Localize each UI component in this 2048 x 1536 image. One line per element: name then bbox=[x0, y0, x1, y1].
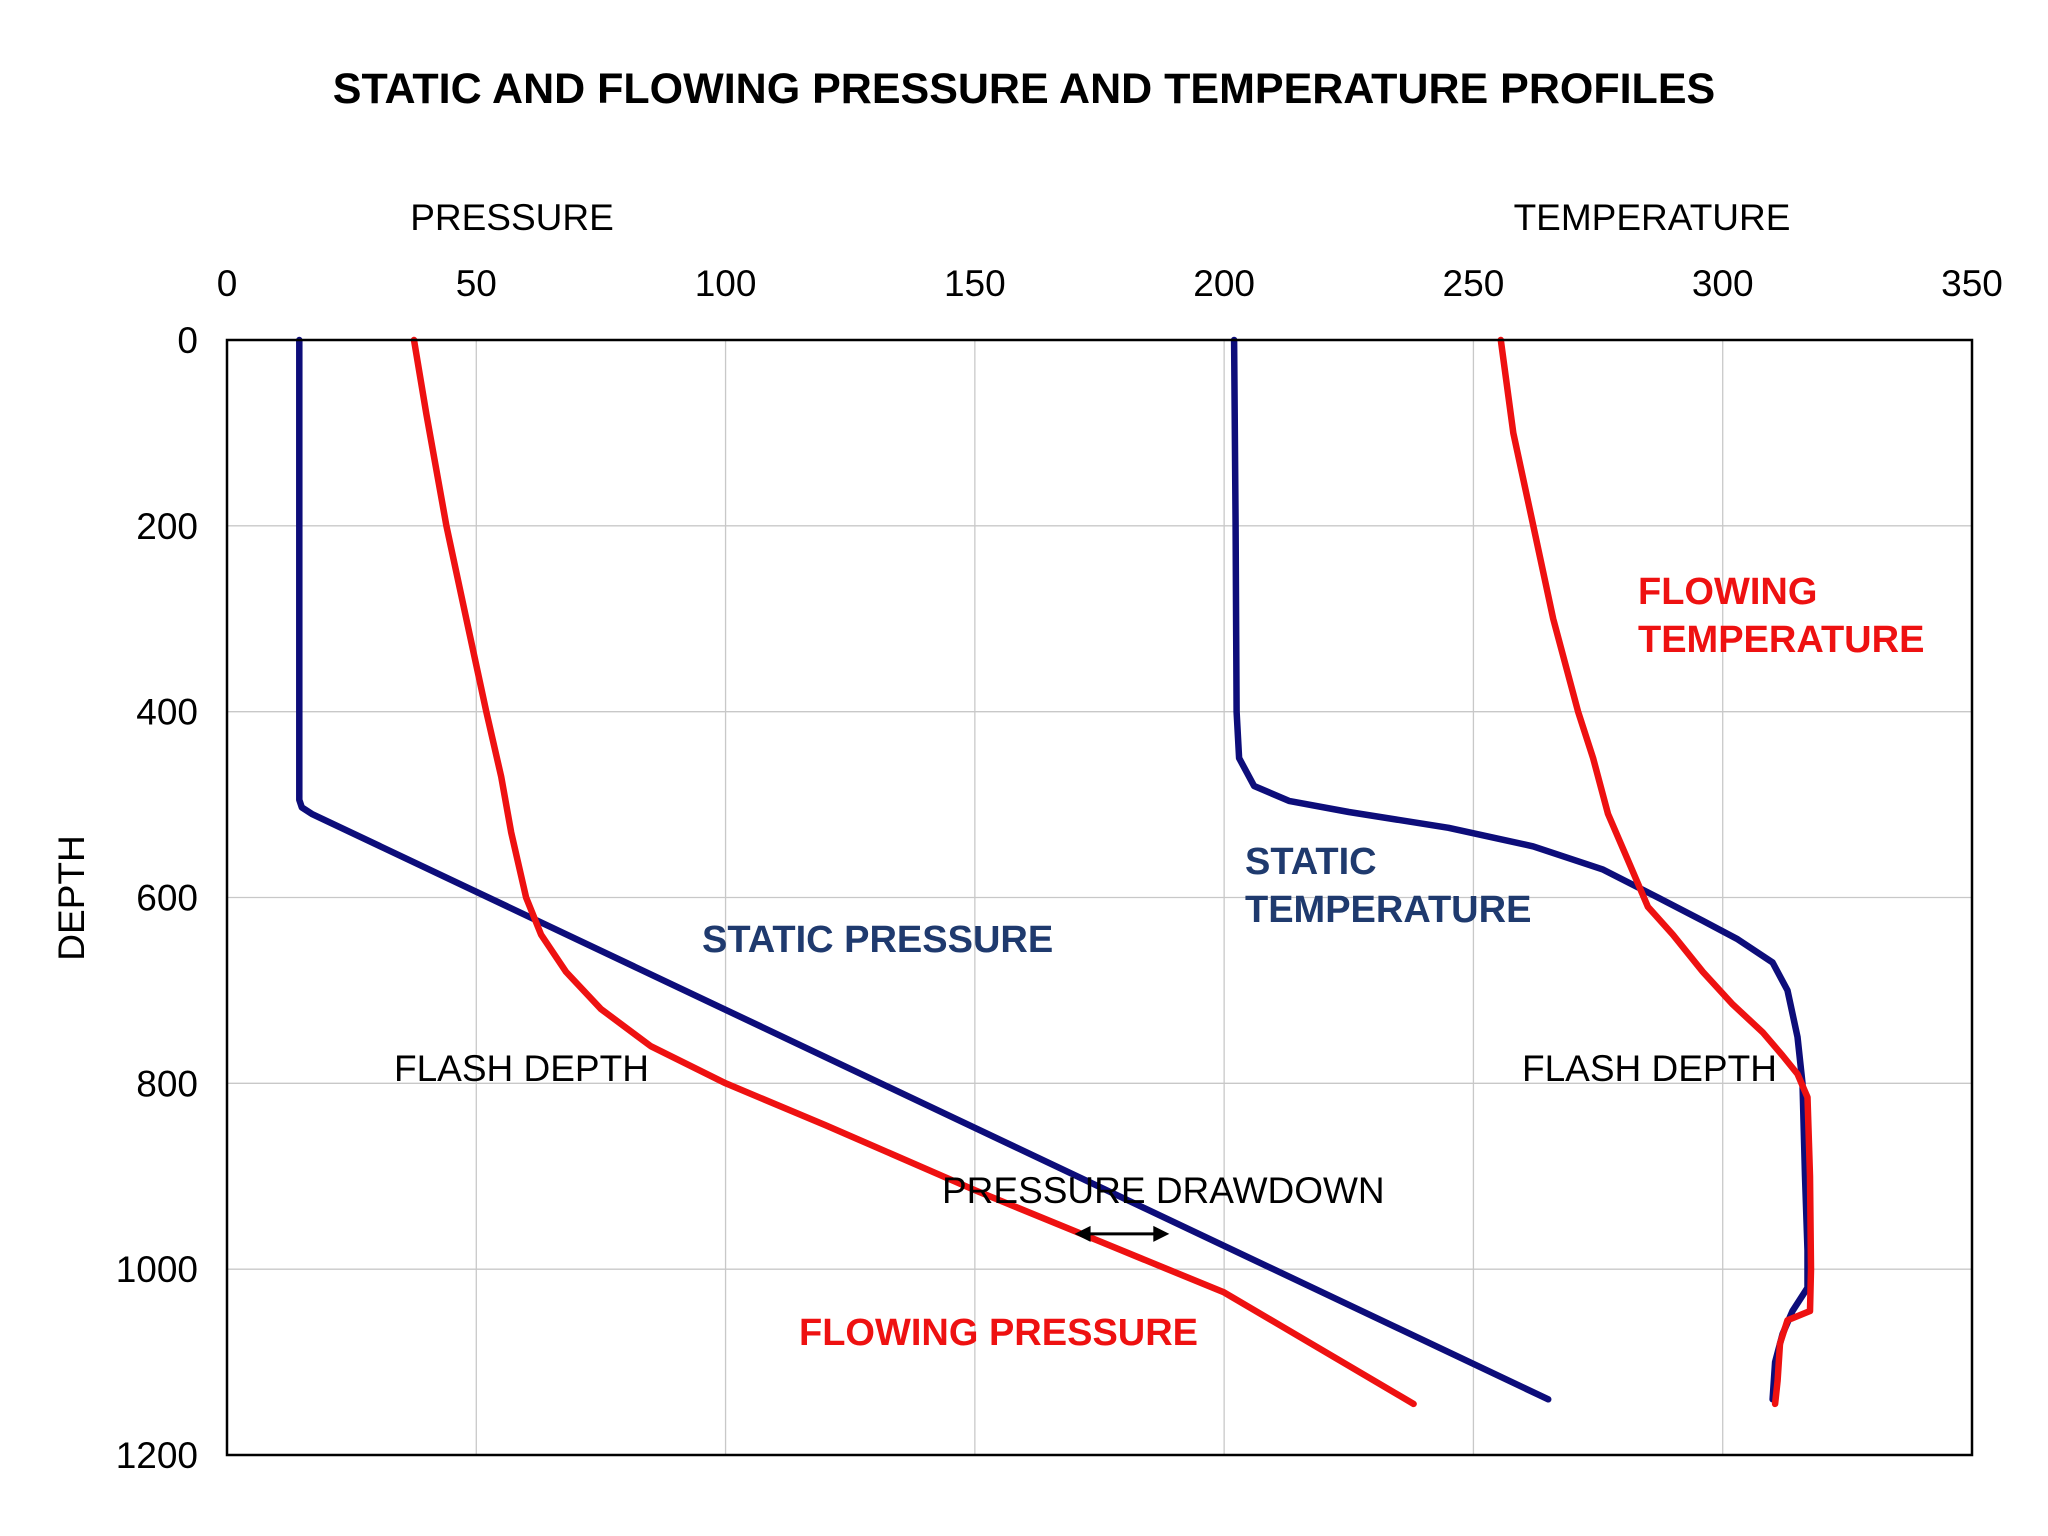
x-tick-labels: 0 50 100 150 200 250 300 350 bbox=[217, 263, 2003, 304]
series-lines bbox=[296, 336, 1815, 1408]
static-temperature-line bbox=[1230, 336, 1811, 1403]
y-tick-label: 800 bbox=[136, 1063, 198, 1104]
depth-axis-label: DEPTH bbox=[51, 835, 92, 960]
drawdown-arrow-head-right bbox=[1153, 1225, 1170, 1242]
x-tick-label: 300 bbox=[1692, 263, 1754, 304]
y-tick-label: 600 bbox=[136, 878, 198, 919]
flash-depth-temperature-annotation: FLASH DEPTH bbox=[1522, 1048, 1777, 1089]
drawdown-arrow-head-left bbox=[1074, 1225, 1091, 1242]
plot-frame bbox=[225, 338, 1974, 1457]
x-tick-label: 50 bbox=[456, 263, 497, 304]
chart-title: STATIC AND FLOWING PRESSURE AND TEMPERAT… bbox=[333, 65, 1715, 113]
flowing-temperature-label: FLOWING TEMPERATURE bbox=[1638, 571, 1924, 661]
pressure-axis-label: PRESSURE bbox=[410, 197, 614, 238]
drawdown-arrow bbox=[1074, 1225, 1170, 1242]
x-tick-label: 100 bbox=[695, 263, 757, 304]
static-pressure-line bbox=[296, 336, 1552, 1403]
x-tick-label: 350 bbox=[1941, 263, 2003, 304]
flowing-temperature-line bbox=[1497, 336, 1815, 1408]
flowing-pressure-line bbox=[410, 336, 1417, 1408]
y-tick-label: 200 bbox=[136, 506, 198, 547]
temperature-axis-label: TEMPERATURE bbox=[1514, 197, 1791, 238]
x-tick-label: 250 bbox=[1443, 263, 1505, 304]
flash-depth-pressure-annotation: FLASH DEPTH bbox=[394, 1048, 649, 1089]
y-tick-label: 0 bbox=[177, 320, 198, 361]
static-pressure-label: STATIC PRESSURE bbox=[702, 919, 1053, 961]
y-tick-labels: 0 200 400 600 800 1000 1200 bbox=[116, 320, 198, 1476]
x-tick-label: 150 bbox=[944, 263, 1006, 304]
static-temperature-label: STATIC TEMPERATURE bbox=[1245, 841, 1531, 931]
y-tick-label: 1000 bbox=[116, 1249, 198, 1290]
x-tick-label: 0 bbox=[217, 263, 238, 304]
x-tick-label: 200 bbox=[1193, 263, 1255, 304]
y-tick-label: 400 bbox=[136, 692, 198, 733]
y-tick-label: 1200 bbox=[116, 1435, 198, 1476]
flowing-pressure-label: FLOWING PRESSURE bbox=[799, 1312, 1198, 1354]
pressure-drawdown-annotation: PRESSURE DRAWDOWN bbox=[942, 1170, 1385, 1211]
